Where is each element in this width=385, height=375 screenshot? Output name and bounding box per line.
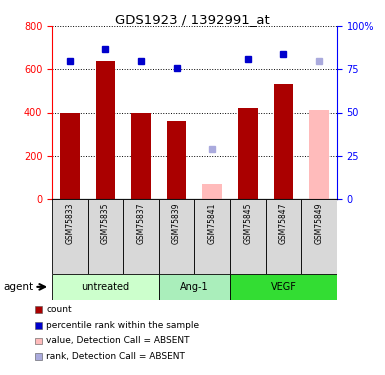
Bar xyxy=(60,112,80,199)
Bar xyxy=(123,199,159,274)
Bar xyxy=(159,274,230,300)
Text: GSM75833: GSM75833 xyxy=(65,202,74,244)
Text: GSM75837: GSM75837 xyxy=(137,202,146,244)
Bar xyxy=(230,274,337,300)
Text: value, Detection Call = ABSENT: value, Detection Call = ABSENT xyxy=(46,336,190,345)
Text: GSM75841: GSM75841 xyxy=(208,202,217,244)
Bar xyxy=(238,108,258,199)
Text: untreated: untreated xyxy=(81,282,129,292)
Bar xyxy=(52,199,88,274)
Bar xyxy=(274,84,293,199)
Bar xyxy=(131,112,151,199)
Text: count: count xyxy=(46,305,72,314)
Bar xyxy=(52,274,159,300)
Bar xyxy=(266,199,301,274)
Text: GSM75845: GSM75845 xyxy=(243,202,252,244)
Bar xyxy=(159,199,194,274)
Text: percentile rank within the sample: percentile rank within the sample xyxy=(46,321,199,330)
Bar xyxy=(167,121,186,199)
Text: GDS1923 / 1392991_at: GDS1923 / 1392991_at xyxy=(115,13,270,26)
Bar xyxy=(194,199,230,274)
Bar xyxy=(301,199,337,274)
Text: GSM75839: GSM75839 xyxy=(172,202,181,244)
Text: GSM75847: GSM75847 xyxy=(279,202,288,244)
Bar xyxy=(230,199,266,274)
Bar xyxy=(309,110,329,199)
Text: Ang-1: Ang-1 xyxy=(180,282,209,292)
Text: rank, Detection Call = ABSENT: rank, Detection Call = ABSENT xyxy=(46,352,185,361)
Text: VEGF: VEGF xyxy=(271,282,296,292)
Text: agent: agent xyxy=(4,282,34,292)
Bar xyxy=(88,199,123,274)
Bar xyxy=(95,61,115,199)
Text: GSM75849: GSM75849 xyxy=(315,202,323,244)
Text: GSM75835: GSM75835 xyxy=(101,202,110,244)
Bar xyxy=(203,184,222,199)
